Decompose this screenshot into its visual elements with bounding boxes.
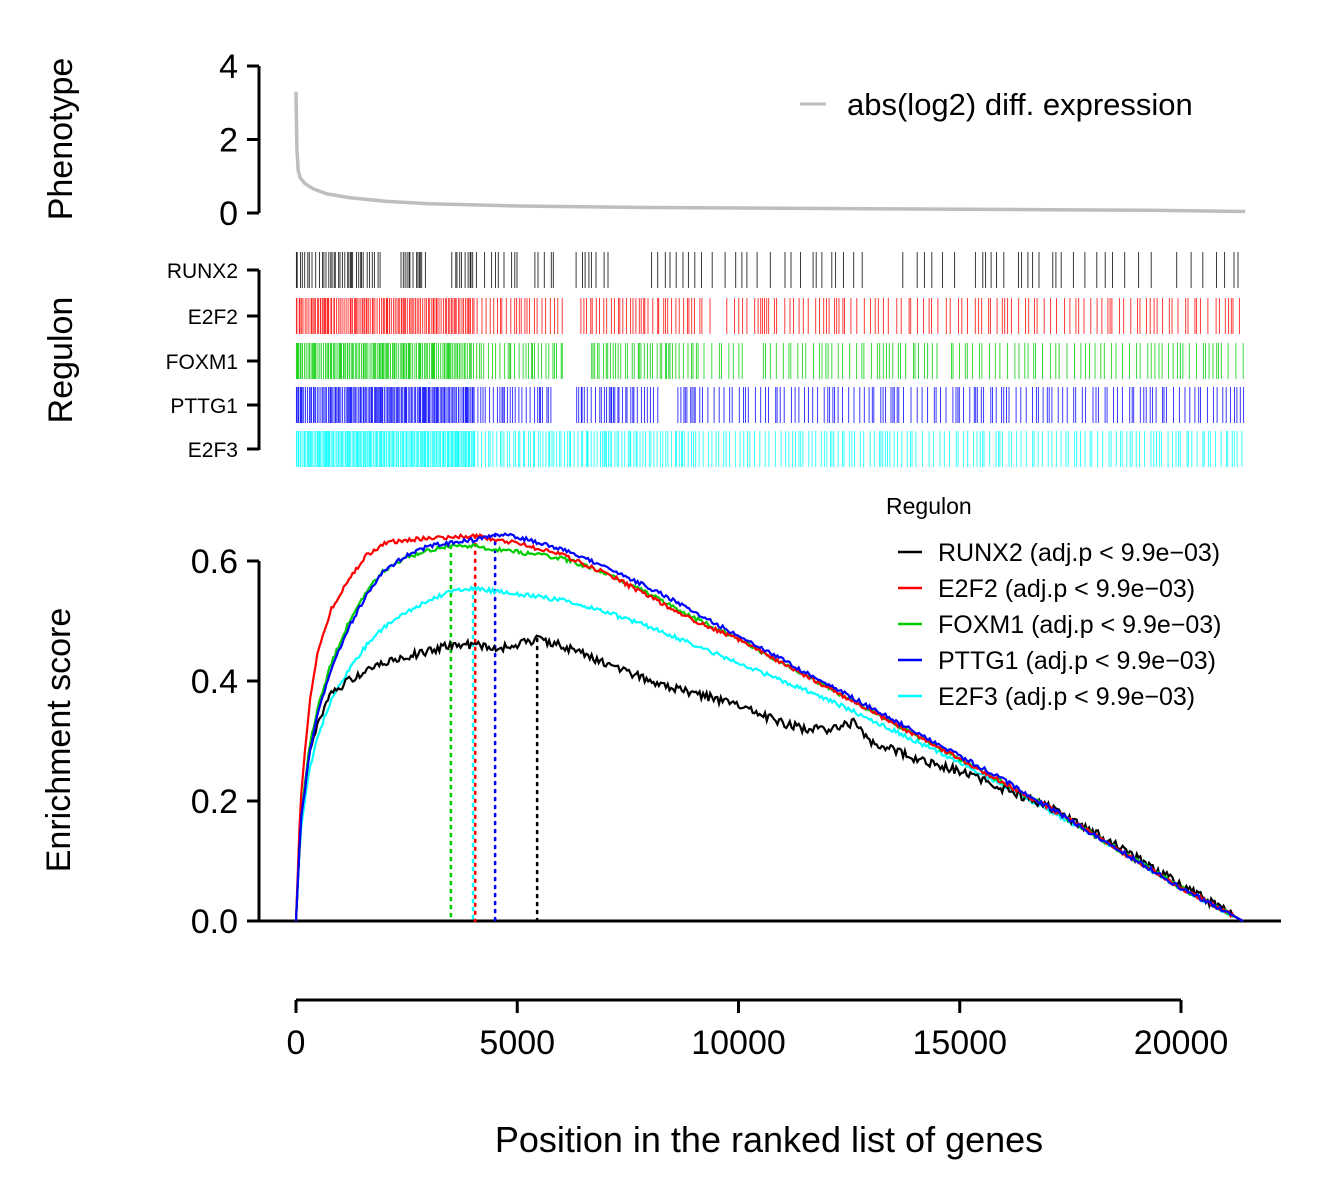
legend-label-foxm1: FOXM1 (adj.p < 9.9e−03) <box>938 611 1221 639</box>
phenotype-y-tick-label: 4 <box>219 48 238 86</box>
x-axis: 0 5000 10000 15000 20000 Position in the ran… <box>287 998 1229 1160</box>
legend-label-e2f2: E2F2 (adj.p < 9.9e−03) <box>938 575 1195 603</box>
enrichment-y-tick-label: 0.2 <box>191 783 238 821</box>
legend-label-e2f3: E2F3 (adj.p < 9.9e−03) <box>938 683 1195 711</box>
enrichment-legend: Regulon RUNX2 (adj.p < 9.9e−03) E2F2 (adj… <box>886 493 1221 711</box>
regulon-label-e2f3: E2F3 <box>188 439 238 462</box>
enrichment-y-ticks: 0.0 0.2 0.4 0.6 <box>191 543 261 941</box>
x-tick-label: 10000 <box>691 1024 786 1062</box>
regulon-hits-e2f3 <box>295 431 1243 467</box>
phenotype-y-label: Phenotype <box>42 58 80 221</box>
x-tick-label: 0 <box>287 1024 306 1062</box>
phenotype-y-tick-label: 0 <box>219 195 238 233</box>
regulon-hits-runx2 <box>295 252 1239 288</box>
enrichment-panel: Enrichment score 0.0 0.2 0.4 0.6 Regulon RU… <box>40 493 1281 941</box>
legend-label-runx2: RUNX2 (adj.p < 9.9e−03) <box>938 539 1220 567</box>
regulon-hits-pttg1 <box>295 387 1245 423</box>
regulon-row-runx2: RUNX2 <box>167 252 1239 288</box>
regulon-rows: RUNX2 E2F2 FOXM1 PTTG1 E2F3 <box>166 252 1245 467</box>
x-axis-label: Position in the ranked list of genes <box>495 1119 1043 1160</box>
enrichment-line-pttg1 <box>294 532 1244 922</box>
regulon-label-runx2: RUNX2 <box>167 260 238 283</box>
phenotype-y-ticks: 0 2 4 <box>219 48 259 233</box>
enrichment-y-label: Enrichment score <box>40 608 78 873</box>
regulon-hits-e2f2 <box>295 298 1240 334</box>
enrichment-y-tick-label: 0.4 <box>191 663 238 701</box>
regulon-label-foxm1: FOXM1 <box>166 351 238 374</box>
enrichment-y-tick-label: 0.6 <box>191 543 238 581</box>
enrichment-line-runx2 <box>294 634 1244 922</box>
phenotype-curve <box>294 91 1246 214</box>
regulon-row-e2f2: E2F2 <box>188 298 1240 334</box>
x-tick-label: 15000 <box>912 1024 1007 1062</box>
x-axis-ticks: 0 5000 10000 15000 20000 <box>287 1000 1229 1062</box>
phenotype-legend-label: abs(log2) diff. expression <box>847 87 1193 122</box>
enrichment-y-tick-label: 0.0 <box>191 903 238 941</box>
regulon-panel: Regulon RUNX2 E2F2 FOXM1 PTTG1 E2F3 <box>42 252 1245 467</box>
x-tick-label: 5000 <box>479 1024 555 1062</box>
enrichment-series <box>294 532 1244 922</box>
regulon-row-e2f3: E2F3 <box>188 431 1243 467</box>
regulon-label-e2f2: E2F2 <box>188 306 238 329</box>
legend-label-pttg1: PTTG1 (adj.p < 9.9e−03) <box>938 647 1216 675</box>
enrichment-legend-title: Regulon <box>886 493 972 519</box>
regulon-row-pttg1: PTTG1 <box>170 387 1245 423</box>
phenotype-y-tick-label: 2 <box>219 122 238 160</box>
regulon-y-label: Regulon <box>42 297 80 424</box>
regulon-hits-foxm1 <box>295 343 1244 379</box>
regulon-row-foxm1: FOXM1 <box>166 343 1244 379</box>
enrichment-legend-items: RUNX2 (adj.p < 9.9e−03) E2F2 (adj.p < 9.9… <box>898 539 1221 711</box>
regulon-label-pttg1: PTTG1 <box>170 395 238 418</box>
phenotype-panel: Phenotype 0 2 4 abs(log2) diff. expression <box>42 48 1246 233</box>
x-tick-label: 20000 <box>1134 1024 1229 1062</box>
